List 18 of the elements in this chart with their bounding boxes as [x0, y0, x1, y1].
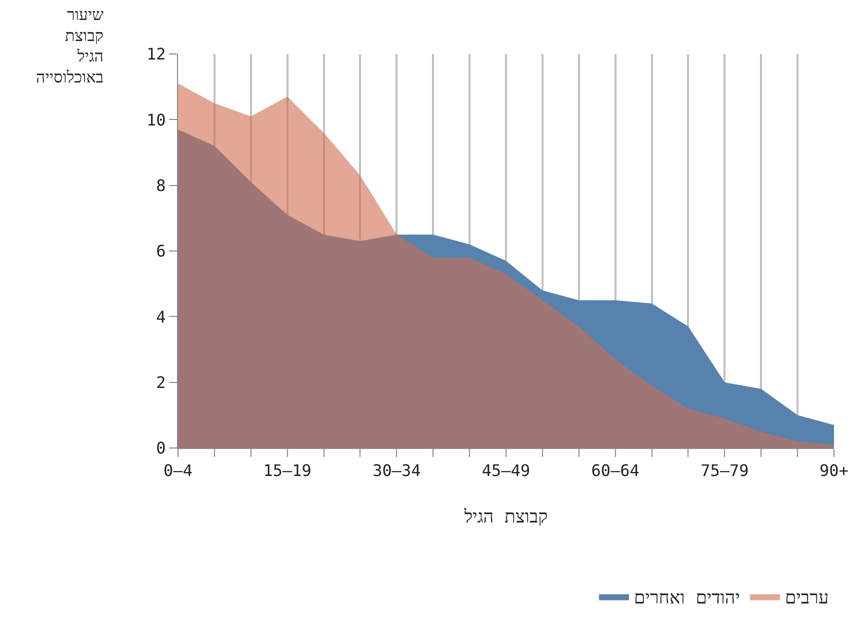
y-tick-label: 12	[146, 44, 166, 64]
x-tick-label: 45–49	[482, 461, 530, 480]
x-tick-label: 60–64	[591, 461, 640, 480]
x-tick-label: 0–4	[164, 461, 192, 480]
y-axis-title: שיעור קבוצת הגיל באוכלוסייה	[36, 5, 104, 86]
x-tick-label: 30–34	[372, 461, 421, 480]
x-tick-label: 90+	[820, 461, 848, 480]
x-tick-label: 15–19	[263, 461, 312, 480]
y-tick-label: 0	[156, 438, 166, 458]
y-tick-label: 4	[156, 307, 166, 326]
x-axis-title: קבוצת הגיל	[463, 506, 548, 528]
legend-label: ערבים	[784, 587, 829, 608]
y-tick-label: 6	[156, 242, 166, 261]
y-tick-label: 2	[156, 372, 166, 392]
x-tick-label: 75–79	[700, 461, 749, 480]
y-tick-label: 10	[146, 110, 166, 130]
y-tick-label: 8	[156, 176, 166, 195]
legend-label: יהודים ואחרים	[634, 587, 740, 608]
